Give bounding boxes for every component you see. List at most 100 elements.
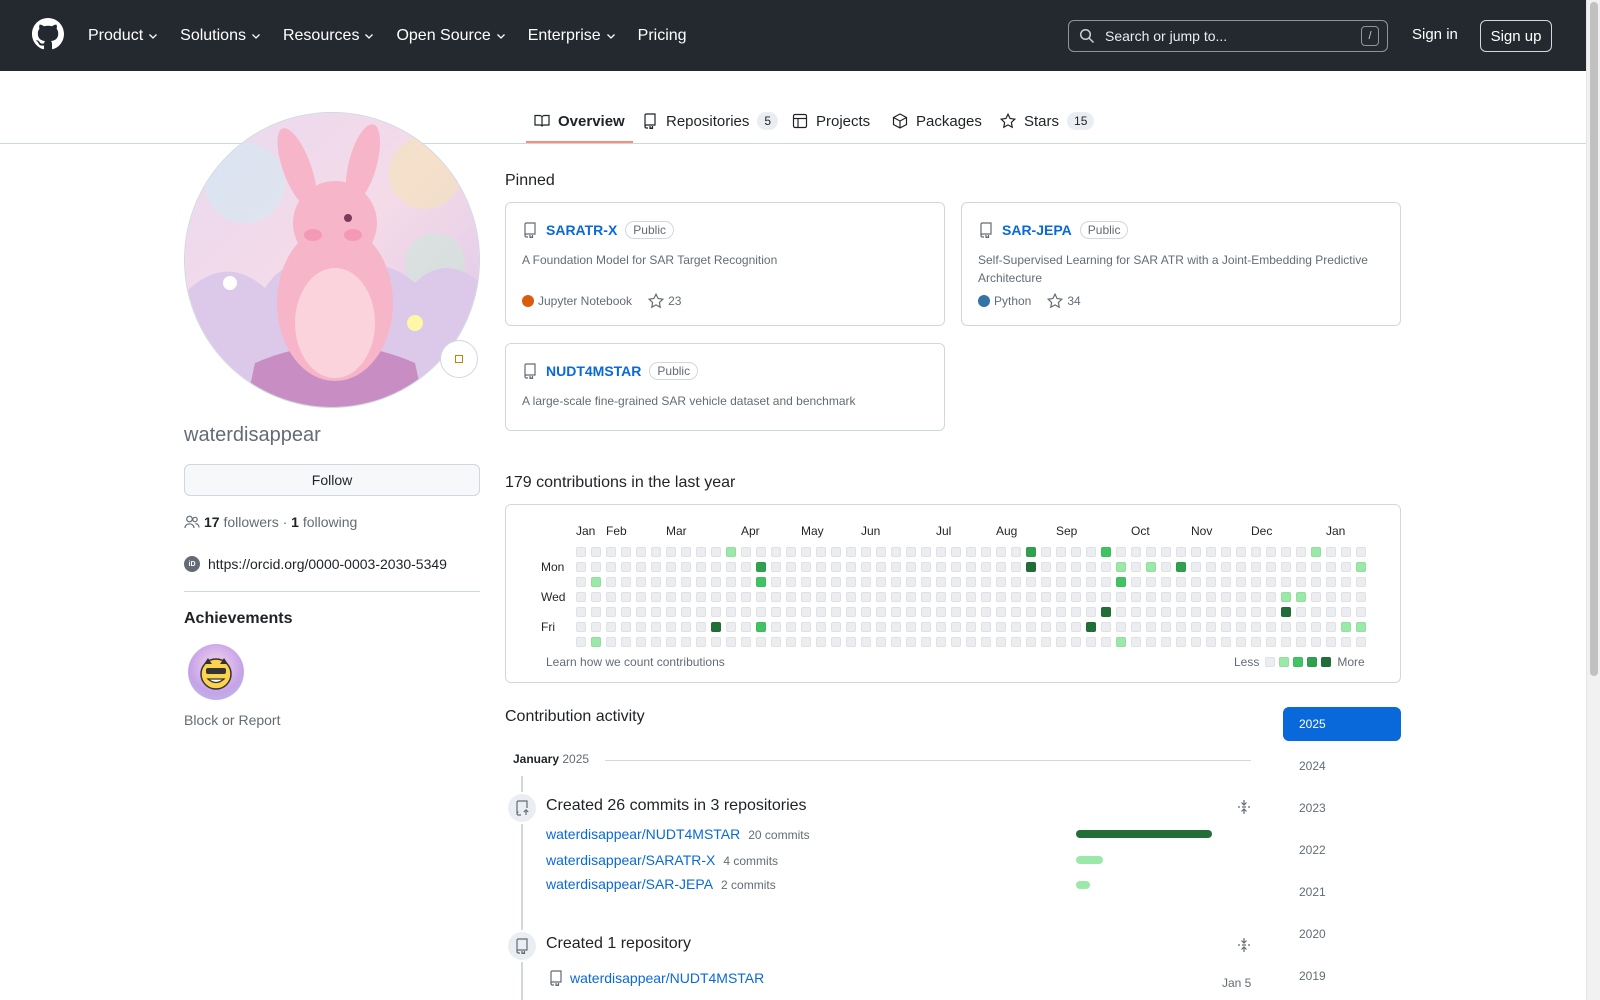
- contribution-day-cell[interactable]: [636, 547, 646, 557]
- contribution-day-cell[interactable]: [1236, 592, 1246, 602]
- contribution-day-cell[interactable]: [1116, 547, 1126, 557]
- contribution-day-cell[interactable]: [1251, 622, 1261, 632]
- page-scrollbar[interactable]: [1586, 0, 1600, 1000]
- contribution-day-cell[interactable]: [636, 637, 646, 647]
- contribution-day-cell[interactable]: [1131, 637, 1141, 647]
- contribution-day-cell[interactable]: [1206, 562, 1216, 572]
- contribution-day-cell[interactable]: [681, 577, 691, 587]
- contribution-day-cell[interactable]: [576, 562, 586, 572]
- contribution-day-cell[interactable]: [1086, 607, 1096, 617]
- contribution-day-cell[interactable]: [651, 622, 661, 632]
- contribution-day-cell[interactable]: [1131, 547, 1141, 557]
- contribution-day-cell[interactable]: [756, 637, 766, 647]
- contribution-day-cell[interactable]: [1131, 577, 1141, 587]
- contribution-day-cell[interactable]: [801, 562, 811, 572]
- contribution-day-cell[interactable]: [801, 622, 811, 632]
- status-emoji-button[interactable]: [440, 340, 478, 378]
- contribution-day-cell[interactable]: [591, 562, 601, 572]
- contribution-day-cell[interactable]: [726, 637, 736, 647]
- contribution-day-cell[interactable]: [981, 592, 991, 602]
- contribution-day-cell[interactable]: [1251, 577, 1261, 587]
- contribution-day-cell[interactable]: [1191, 622, 1201, 632]
- contribution-day-cell[interactable]: [936, 562, 946, 572]
- contribution-day-cell[interactable]: [786, 607, 796, 617]
- contribution-day-cell[interactable]: [1161, 637, 1171, 647]
- contribution-day-cell[interactable]: [1251, 607, 1261, 617]
- contribution-day-cell[interactable]: [996, 577, 1006, 587]
- contribution-day-cell[interactable]: [681, 622, 691, 632]
- contribution-day-cell[interactable]: [1281, 622, 1291, 632]
- contribution-day-cell[interactable]: [681, 562, 691, 572]
- contribution-day-cell[interactable]: [1056, 607, 1066, 617]
- contribution-day-cell[interactable]: [1266, 607, 1276, 617]
- contribution-day-cell[interactable]: [891, 547, 901, 557]
- contribution-day-cell[interactable]: [801, 547, 811, 557]
- contribution-day-cell[interactable]: [996, 607, 1006, 617]
- contribution-day-cell[interactable]: [1311, 592, 1321, 602]
- contribution-day-cell[interactable]: [1101, 622, 1111, 632]
- contribution-day-cell[interactable]: [711, 622, 721, 632]
- contribution-day-cell[interactable]: [726, 622, 736, 632]
- contribution-day-cell[interactable]: [1116, 592, 1126, 602]
- contribution-day-cell[interactable]: [936, 577, 946, 587]
- contribution-day-cell[interactable]: [981, 622, 991, 632]
- contribution-day-cell[interactable]: [696, 577, 706, 587]
- pinned-repo-stars[interactable]: 34: [1047, 293, 1081, 309]
- contribution-day-cell[interactable]: [1356, 562, 1366, 572]
- contribution-day-cell[interactable]: [1041, 637, 1051, 647]
- contribution-day-cell[interactable]: [621, 547, 631, 557]
- contribution-day-cell[interactable]: [1341, 562, 1351, 572]
- contribution-day-cell[interactable]: [1101, 547, 1111, 557]
- contribution-day-cell[interactable]: [711, 607, 721, 617]
- contribution-day-cell[interactable]: [666, 562, 676, 572]
- year-filter-2021[interactable]: 2021: [1299, 885, 1326, 899]
- contribution-day-cell[interactable]: [1146, 577, 1156, 587]
- contribution-day-cell[interactable]: [906, 577, 916, 587]
- contribution-day-cell[interactable]: [1041, 562, 1051, 572]
- contribution-day-cell[interactable]: [1056, 547, 1066, 557]
- contribution-day-cell[interactable]: [1146, 607, 1156, 617]
- contribution-day-cell[interactable]: [1221, 562, 1231, 572]
- sign-in-link[interactable]: Sign in: [1412, 26, 1458, 43]
- contribution-day-cell[interactable]: [756, 607, 766, 617]
- contribution-day-cell[interactable]: [621, 562, 631, 572]
- contribution-day-cell[interactable]: [786, 547, 796, 557]
- contribution-day-cell[interactable]: [981, 547, 991, 557]
- contribution-day-cell[interactable]: [651, 547, 661, 557]
- contribution-day-cell[interactable]: [1311, 577, 1321, 587]
- contribution-day-cell[interactable]: [861, 562, 871, 572]
- contribution-day-cell[interactable]: [1236, 547, 1246, 557]
- contribution-day-cell[interactable]: [831, 547, 841, 557]
- contribution-day-cell[interactable]: [1296, 547, 1306, 557]
- contribution-day-cell[interactable]: [1236, 607, 1246, 617]
- contribution-day-cell[interactable]: [606, 592, 616, 602]
- contribution-day-cell[interactable]: [1146, 547, 1156, 557]
- contribution-day-cell[interactable]: [1131, 562, 1141, 572]
- contribution-day-cell[interactable]: [681, 547, 691, 557]
- contribution-day-cell[interactable]: [666, 622, 676, 632]
- contribution-day-cell[interactable]: [936, 622, 946, 632]
- contribution-day-cell[interactable]: [651, 607, 661, 617]
- contribution-day-cell[interactable]: [846, 577, 856, 587]
- contribution-day-cell[interactable]: [981, 607, 991, 617]
- contribution-day-cell[interactable]: [1086, 637, 1096, 647]
- contribution-day-cell[interactable]: [921, 562, 931, 572]
- contribution-day-cell[interactable]: [876, 577, 886, 587]
- contribution-day-cell[interactable]: [1146, 592, 1156, 602]
- fold-icon[interactable]: [1236, 937, 1252, 953]
- contribution-day-cell[interactable]: [1161, 607, 1171, 617]
- sign-up-button[interactable]: Sign up: [1480, 20, 1552, 52]
- contribution-day-cell[interactable]: [1161, 592, 1171, 602]
- contribution-day-cell[interactable]: [981, 637, 991, 647]
- contribution-day-cell[interactable]: [816, 577, 826, 587]
- tab-overview[interactable]: Overview: [526, 101, 633, 143]
- contribution-day-cell[interactable]: [1116, 562, 1126, 572]
- contribution-day-cell[interactable]: [1161, 622, 1171, 632]
- contribution-day-cell[interactable]: [741, 562, 751, 572]
- contribution-day-cell[interactable]: [906, 622, 916, 632]
- contribution-day-cell[interactable]: [831, 637, 841, 647]
- contribution-day-cell[interactable]: [636, 607, 646, 617]
- contribution-day-cell[interactable]: [1071, 592, 1081, 602]
- contribution-day-cell[interactable]: [1071, 577, 1081, 587]
- contribution-day-cell[interactable]: [696, 547, 706, 557]
